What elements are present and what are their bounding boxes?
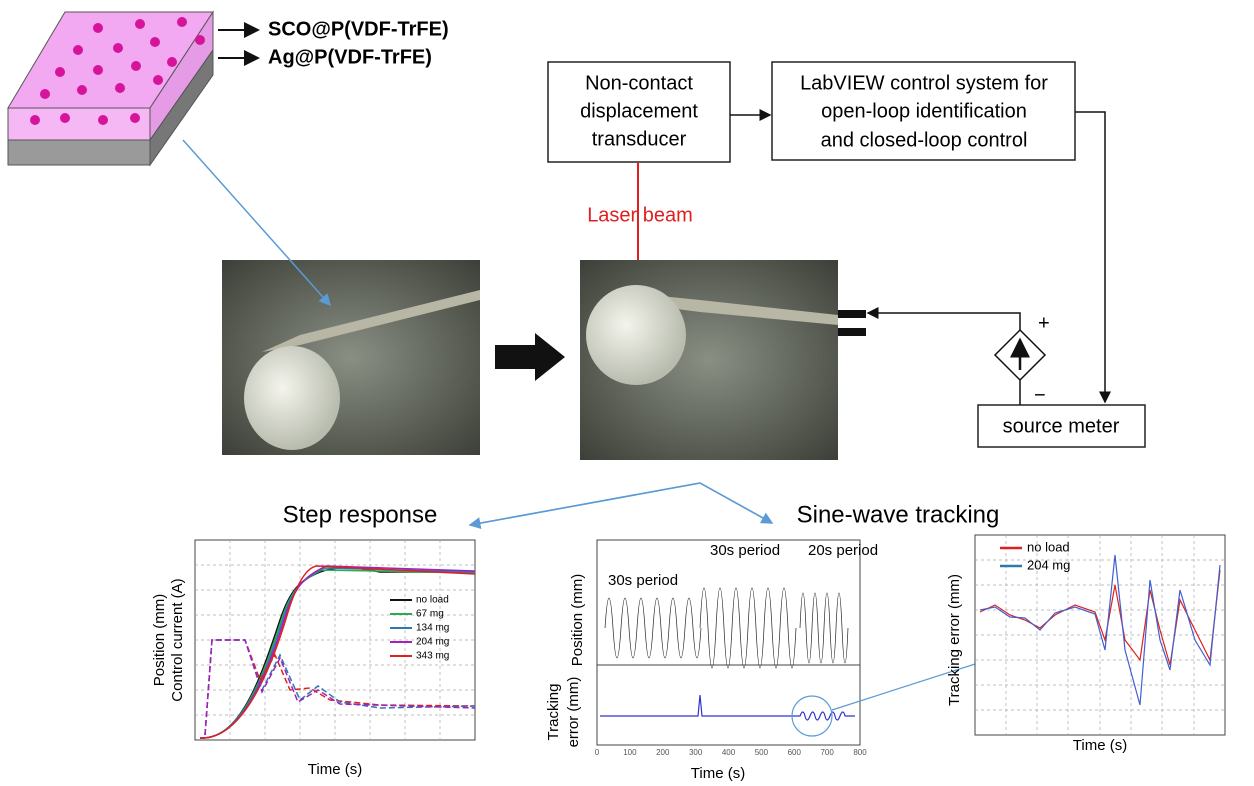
- x-tick-label: 600: [788, 748, 802, 757]
- box-text: displacement: [580, 100, 698, 122]
- x-tick-label: 700: [820, 748, 834, 757]
- highlight: [791, 695, 833, 737]
- axis-label: Tracking: [545, 684, 562, 741]
- error-curve: [979, 554, 1221, 706]
- sine-curve: [604, 587, 849, 669]
- annotation: 30s period: [710, 542, 780, 559]
- pointer: [469, 482, 773, 526]
- axis-label: Time (s): [308, 761, 362, 778]
- box-text: open-loop identification: [821, 100, 1027, 122]
- curves: [199, 565, 476, 739]
- legend-label: 67 mg: [416, 609, 444, 620]
- box-text: LabVIEW control system for: [800, 72, 1048, 94]
- axis-label: Time (s): [1073, 737, 1127, 754]
- x-tick-label: 0: [595, 748, 600, 757]
- source-meter-box: [977, 404, 1146, 448]
- x-tick-label: 200: [656, 748, 670, 757]
- box-text: transducer: [592, 128, 687, 150]
- legend-label: 343 mg: [416, 651, 449, 662]
- pointer: [831, 655, 1001, 711]
- plot-area: [596, 539, 861, 746]
- plot-title: Step response: [283, 501, 438, 528]
- axis-label: Time (s): [691, 765, 745, 782]
- transducer-box: [547, 61, 731, 163]
- pointer: [182, 139, 331, 307]
- arrow: [1075, 111, 1111, 404]
- error-curve: [979, 569, 1221, 666]
- material-label: Ag@P(VDF-TrFE): [268, 46, 432, 68]
- x-tick-label: 800: [853, 748, 867, 757]
- x-tick-label: 100: [623, 748, 637, 757]
- plot-title: Sine-wave tracking: [797, 501, 1000, 528]
- legend-label: no load: [416, 595, 449, 606]
- box-text: source meter: [1003, 415, 1120, 437]
- plot-area: [974, 534, 1226, 736]
- electrode: [826, 328, 866, 336]
- polarity: +: [1038, 312, 1050, 334]
- polarity: −: [1034, 384, 1046, 406]
- grid: [195, 540, 475, 740]
- x-tick-label: 500: [755, 748, 769, 757]
- box-text: Non-contact: [585, 72, 693, 94]
- pointer: [699, 482, 774, 524]
- x-ticks: 0 100 200 300 400 500 600 700 800: [595, 748, 867, 757]
- material-label: SCO@P(VDF-TrFE): [268, 18, 449, 40]
- annotation: 30s period: [608, 572, 678, 589]
- photo: [222, 260, 480, 455]
- photo: [580, 260, 838, 460]
- arrow: [866, 307, 1021, 330]
- axis-label: error (mm): [565, 677, 582, 748]
- axis-label: Control current (A): [169, 578, 186, 701]
- x-tick-label: 300: [689, 748, 703, 757]
- axis-label: Tracking error (mm): [946, 574, 963, 706]
- axis-label: Position (mm): [569, 574, 586, 667]
- box-text: and closed-loop control: [821, 129, 1028, 151]
- legend-label: no load: [1027, 539, 1070, 554]
- error-curve: [600, 694, 855, 721]
- x-tick-label: 400: [722, 748, 736, 757]
- big-arrow: [495, 333, 565, 381]
- legend-label: 204 mg: [416, 637, 449, 648]
- electrode: [826, 310, 866, 318]
- pointer: [468, 482, 701, 530]
- material-block: [7, 10, 214, 167]
- axis-label: Position (mm): [151, 594, 168, 687]
- annotation: 20s period: [808, 542, 878, 559]
- labview-box: [771, 61, 1076, 161]
- laser-label: Laser beam: [587, 204, 693, 226]
- legend-label: 204 mg: [1027, 557, 1070, 572]
- legend-label: 134 mg: [416, 623, 449, 634]
